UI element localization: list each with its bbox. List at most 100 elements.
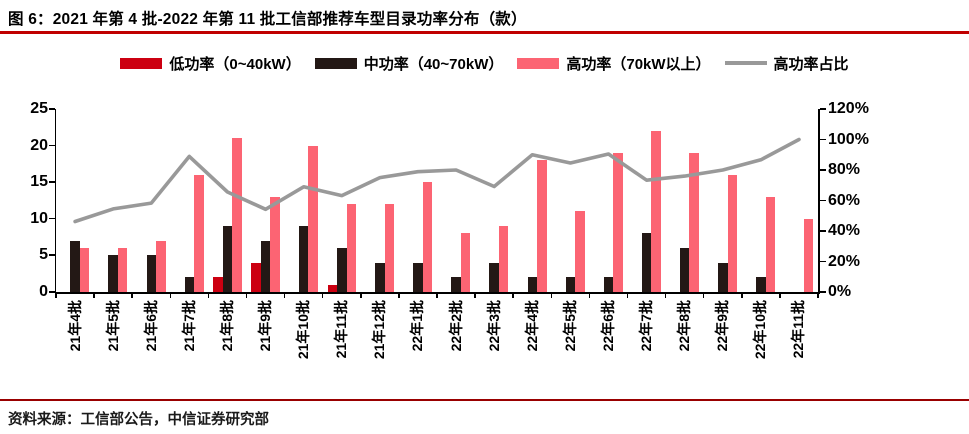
legend-item-3: 高功率占比 <box>724 53 849 74</box>
x-axis-label: 22年7批 <box>638 300 655 352</box>
title-underline-rule <box>0 31 969 34</box>
left-axis-tick <box>49 108 55 110</box>
bar-mid-power <box>222 226 233 292</box>
x-axis-tick <box>588 292 591 298</box>
bar-low-power <box>251 262 261 292</box>
legend-item-2: 高功率（70kW以上） <box>517 53 711 74</box>
y-axis-left <box>54 109 56 294</box>
x-axis-tick <box>207 292 210 298</box>
bar-mid-power <box>146 255 156 292</box>
bar-low-power <box>213 277 223 292</box>
x-axis-tick <box>702 292 705 298</box>
left-axis-tick <box>49 291 55 293</box>
x-axis-tick <box>360 292 362 298</box>
right-axis-tick <box>820 199 826 201</box>
bar-high-power <box>117 248 128 292</box>
x-axis-tick <box>398 292 400 298</box>
legend-label: 中功率（40~70kW） <box>363 55 504 73</box>
left-axis-tick-label: 25 <box>30 100 48 117</box>
bar-mid-power <box>108 255 118 292</box>
x-axis-label: 21年9批 <box>257 300 274 352</box>
x-axis-label: 22年10批 <box>752 300 769 360</box>
bar-mid-power <box>70 240 80 292</box>
legend-bar-swatch <box>314 57 357 69</box>
left-axis-tick <box>49 217 55 220</box>
x-axis-label: 22年2批 <box>447 300 464 352</box>
left-axis-tick <box>49 254 55 256</box>
bar-high-power <box>156 240 166 292</box>
bar-mid-power <box>756 277 766 292</box>
footer-rule <box>0 399 969 401</box>
x-axis-label: 21年5批 <box>104 300 121 352</box>
x-axis-label: 21年7批 <box>180 300 197 352</box>
x-axis-label: 22年5批 <box>561 300 578 352</box>
bar-high-power <box>270 196 280 292</box>
bar-high-power <box>613 152 623 292</box>
legend-line-swatch <box>724 61 767 65</box>
left-axis-tick-label: 10 <box>30 209 48 227</box>
right-axis-tick-label: 60% <box>828 191 861 209</box>
x-axis-label: 21年8批 <box>218 300 235 352</box>
left-axis-tick-label: 0 <box>39 283 48 300</box>
bar-high-power <box>232 138 242 292</box>
x-axis-tick <box>131 292 133 298</box>
x-axis-label: 22年1批 <box>409 300 426 352</box>
bar-mid-power <box>527 277 537 292</box>
x-axis-label: 21年11批 <box>333 300 350 359</box>
legend-bar-swatch <box>120 57 163 69</box>
x-axis-tick <box>741 292 743 298</box>
right-axis-tick <box>820 260 826 262</box>
bar-mid-power <box>718 262 728 292</box>
bar-mid-power <box>184 277 195 292</box>
bar-high-power <box>689 152 699 292</box>
bar-high-power <box>194 174 204 292</box>
right-axis-tick <box>820 108 826 110</box>
chart-area: 0 5 10 15 20 25 0% 20% 40% 60% 80% 100% 120% 21年4批 21年… <box>0 80 969 400</box>
x-axis-label: 22年3批 <box>485 300 502 352</box>
left-axis-tick-label: 15 <box>30 173 48 191</box>
bar-low-power <box>327 284 337 292</box>
x-axis-label: 21年12批 <box>371 300 388 360</box>
x-axis-tick <box>779 292 781 298</box>
bar-mid-power <box>565 277 576 292</box>
x-axis-tick <box>283 292 286 298</box>
right-axis-tick <box>820 138 826 140</box>
right-axis-tick <box>820 230 826 232</box>
left-axis-tick <box>49 181 55 183</box>
bar-high-power <box>575 211 585 292</box>
bar-high-power <box>346 204 356 292</box>
x-axis-tick <box>93 292 95 298</box>
x-axis-tick <box>512 292 514 298</box>
bar-high-power <box>803 218 814 292</box>
chart-legend: 低功率（0~40kW） 中功率（40~70kW） 高功率（70kW以上） 高功率占比 <box>0 52 969 74</box>
bar-mid-power <box>337 248 347 292</box>
x-axis-tick <box>817 292 819 298</box>
bar-mid-power <box>451 277 461 292</box>
right-axis-tick-label: 0% <box>828 283 852 300</box>
x-axis-label: 22年9批 <box>714 300 731 352</box>
x-axis-label: 22年6批 <box>599 300 616 352</box>
left-axis-tick <box>49 144 55 147</box>
y-axis-right <box>818 109 820 294</box>
figure-title: 图 6：2021 年第 4 批-2022 年第 11 批工信部推荐车型目录功率分… <box>8 11 527 28</box>
bar-high-power <box>765 196 776 292</box>
bar-mid-power <box>679 248 690 292</box>
right-axis-tick-label: 20% <box>828 252 861 270</box>
bar-mid-power <box>413 262 423 292</box>
x-axis-tick <box>169 292 172 298</box>
x-axis-label: 21年4批 <box>66 300 83 352</box>
x-axis-label: 21年10批 <box>295 300 312 360</box>
x-axis-tick <box>55 292 57 298</box>
legend-label: 高功率（70kW以上） <box>566 55 711 73</box>
bar-high-power <box>537 160 547 292</box>
right-axis-tick-label: 100% <box>828 130 869 148</box>
bar-mid-power <box>603 277 614 292</box>
high-power-share-line <box>73 137 801 224</box>
bar-mid-power <box>375 262 385 292</box>
bar-high-power <box>727 174 737 292</box>
x-axis-label: 22年11批 <box>790 300 807 359</box>
bar-mid-power <box>641 233 652 292</box>
x-axis-tick <box>664 292 667 298</box>
bar-mid-power <box>298 226 309 292</box>
bar-high-power <box>498 226 509 292</box>
